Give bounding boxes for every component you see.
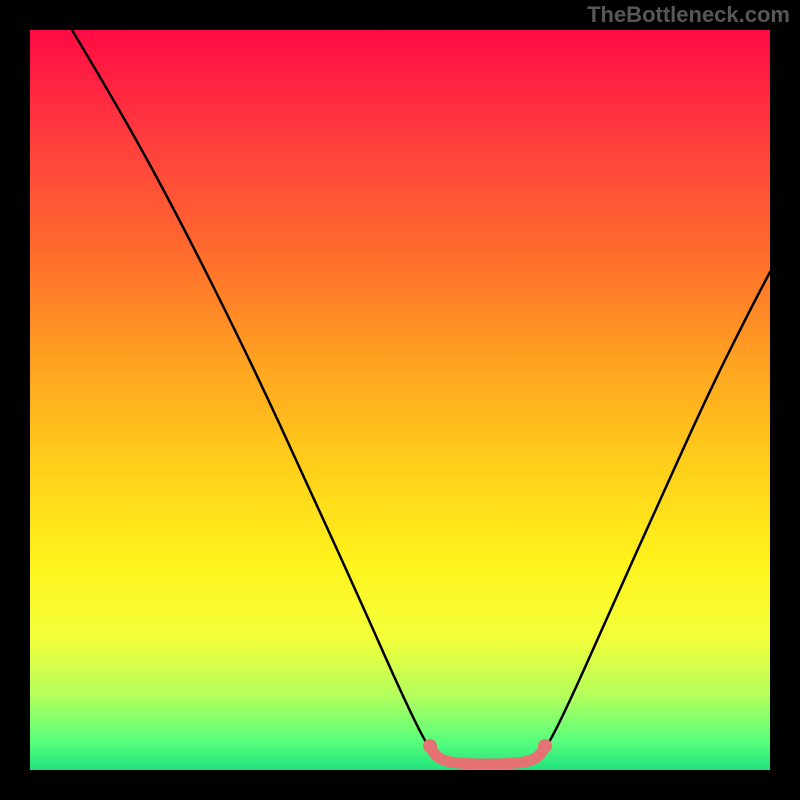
bottleneck-chart [30,30,770,770]
gradient-background [30,30,770,770]
chart-frame: TheBottleneck.com [0,0,800,800]
attribution-text: TheBottleneck.com [587,2,790,28]
optimal-zone-endcap-right [538,739,552,753]
optimal-zone-endcap-left [423,739,437,753]
